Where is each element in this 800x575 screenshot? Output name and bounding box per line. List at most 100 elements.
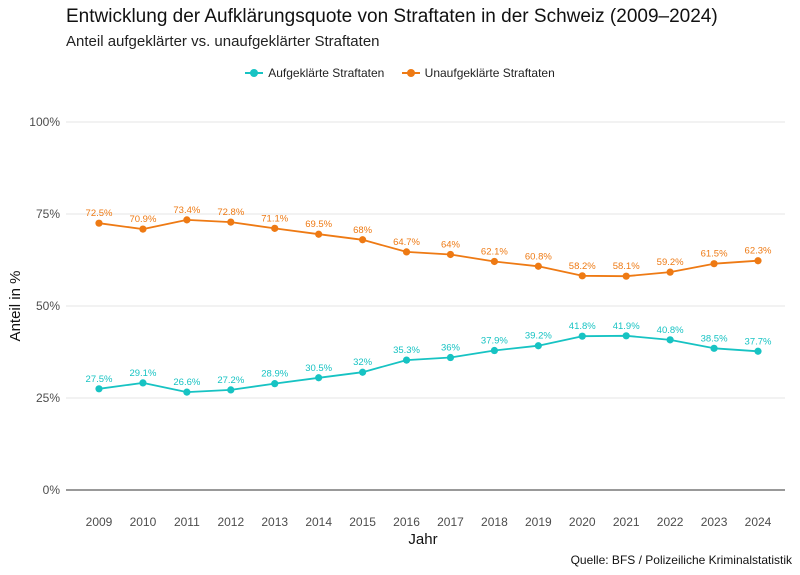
data-label-s1-2010: 70.9% <box>129 214 156 225</box>
data-label-s0-2024: 37.7% <box>745 336 772 347</box>
data-label-s0-2018: 37.9% <box>481 336 508 347</box>
x-tick-label-2010: 2010 <box>130 515 157 529</box>
data-point-s0-2015 <box>359 368 367 376</box>
data-point-s1-2014 <box>315 230 323 238</box>
data-point-s0-2023 <box>710 344 718 352</box>
chart-subtitle: Anteil aufgeklärter vs. unaufgeklärter S… <box>66 33 380 50</box>
data-label-s1-2022: 59.2% <box>657 257 684 268</box>
chart-title: Entwicklung der Aufklärungsquote von Str… <box>66 6 718 27</box>
data-point-s1-2018 <box>490 257 498 266</box>
series-lines <box>98 218 759 394</box>
data-label-s0-2022: 40.8% <box>657 325 684 336</box>
legend-item-unaufgeklaert: Unaufgeklärte Straftaten <box>401 66 555 80</box>
legend-key-aufgeklaert <box>245 68 264 78</box>
data-point-s0-2009 <box>95 385 103 393</box>
y-axis-title: Anteil in % <box>7 271 24 342</box>
data-point-s0-2020 <box>578 332 586 340</box>
y-tick-label-75: 75% <box>36 207 60 221</box>
x-tick-label-2020: 2020 <box>569 515 596 529</box>
x-tick-label-2022: 2022 <box>657 515 684 529</box>
data-point-s1-2022 <box>666 268 674 276</box>
x-tick-label-2014: 2014 <box>305 515 332 529</box>
x-tick-label-2013: 2013 <box>261 515 288 529</box>
data-label-s1-2024: 62.3% <box>745 246 772 257</box>
data-point-s1-2009 <box>95 219 103 227</box>
data-label-s0-2012: 27.2% <box>217 375 244 386</box>
data-label-s0-2021: 41.9% <box>613 321 640 332</box>
data-point-s0-2012 <box>227 386 235 394</box>
x-tick-label-2017: 2017 <box>437 515 464 529</box>
data-label-s1-2015: 68% <box>353 225 373 236</box>
data-point-s1-2019 <box>534 262 542 270</box>
data-label-s1-2019: 60.8% <box>525 251 552 262</box>
data-label-s1-2020: 58.2% <box>569 261 596 272</box>
data-point-s1-2012 <box>227 218 235 226</box>
data-label-s0-2017: 36% <box>441 343 461 354</box>
data-point-s1-2010 <box>139 225 147 233</box>
data-point-s1-2016 <box>402 248 411 256</box>
data-point-s0-2022 <box>666 336 674 344</box>
data-point-s1-2011 <box>183 216 191 224</box>
data-label-s0-2010: 29.1% <box>129 368 156 379</box>
data-label-s0-2009: 27.5% <box>86 374 113 385</box>
data-label-s1-2018: 62.1% <box>481 246 508 257</box>
data-point-s1-2013 <box>271 224 279 232</box>
data-label-s0-2011: 26.6% <box>173 377 200 388</box>
series-line-0 <box>98 334 759 394</box>
source-caption: Quelle: BFS / Polizeiliche Kriminalstati… <box>570 553 792 567</box>
gridlines <box>66 121 785 399</box>
x-tick-label-2011: 2011 <box>174 515 200 529</box>
x-tick-label-2023: 2023 <box>701 515 728 529</box>
data-label-s0-2013: 28.9% <box>261 369 288 380</box>
data-point-s0-2021 <box>622 332 630 340</box>
data-label-s1-2011: 73.4% <box>173 205 200 216</box>
data-point-s0-2013 <box>271 380 279 388</box>
x-tick-label-2019: 2019 <box>525 515 552 529</box>
data-label-s0-2016: 35.3% <box>393 345 420 356</box>
x-axis-title: Jahr <box>408 531 437 548</box>
data-point-s0-2018 <box>490 346 498 355</box>
data-label-s1-2013: 71.1% <box>261 213 288 224</box>
x-tick-label-2021: 2021 <box>613 515 640 529</box>
data-point-s0-2024 <box>754 347 762 355</box>
data-point-s0-2014 <box>315 374 323 382</box>
x-tick-label-2012: 2012 <box>217 515 244 529</box>
x-tick-label-2018: 2018 <box>481 515 508 529</box>
legend-label-unaufgeklaert: Unaufgeklärte Straftaten <box>424 66 555 80</box>
data-label-s1-2023: 61.5% <box>701 249 728 260</box>
data-point-s1-2023 <box>710 260 718 268</box>
data-label-s1-2017: 64% <box>441 239 461 250</box>
data-label-s0-2020: 41.8% <box>569 321 596 332</box>
data-label-s1-2021: 58.1% <box>613 261 640 272</box>
x-tick-label-2024: 2024 <box>745 515 772 529</box>
data-point-s0-2010 <box>139 379 147 387</box>
data-point-s0-2016 <box>402 356 411 364</box>
data-label-s0-2023: 38.5% <box>701 333 728 344</box>
data-point-s1-2020 <box>578 272 586 280</box>
x-tick-label-2009: 2009 <box>86 515 113 529</box>
data-label-s0-2019: 39.2% <box>525 331 552 342</box>
data-label-s1-2009: 72.5% <box>86 208 113 219</box>
data-label-s1-2012: 72.8% <box>217 207 244 218</box>
axes: 0% 25% 50% 75% 100% 2009 2010 2011 2012 2013 2014 2… <box>29 115 785 529</box>
data-label-s1-2016: 64.7% <box>393 237 420 248</box>
legend-label-aufgeklaert: Aufgeklärte Straftaten <box>268 66 385 80</box>
x-tick-label-2016: 2016 <box>393 515 420 529</box>
legend-item-aufgeklaert: Aufgeklärte Straftaten <box>245 66 384 80</box>
data-point-s1-2015 <box>359 236 367 244</box>
data-label-s0-2015: 32% <box>353 357 373 368</box>
y-tick-label-0: 0% <box>43 483 61 497</box>
data-points <box>95 216 762 396</box>
data-label-s0-2014: 30.5% <box>305 363 332 374</box>
data-point-s0-2011 <box>183 388 191 396</box>
y-tick-label-25: 25% <box>36 391 60 405</box>
y-tick-label-100: 100% <box>29 115 60 129</box>
data-label-s1-2014: 69.5% <box>305 219 332 230</box>
legend-key-unaufgeklaert <box>401 68 420 78</box>
x-tick-label-2015: 2015 <box>349 515 376 529</box>
series-line-1 <box>98 218 759 278</box>
legend: Aufgeklärte Straftaten Unaufgeklärte Str… <box>0 66 800 81</box>
data-point-s1-2021 <box>622 272 630 280</box>
data-point-s1-2024 <box>754 257 762 265</box>
